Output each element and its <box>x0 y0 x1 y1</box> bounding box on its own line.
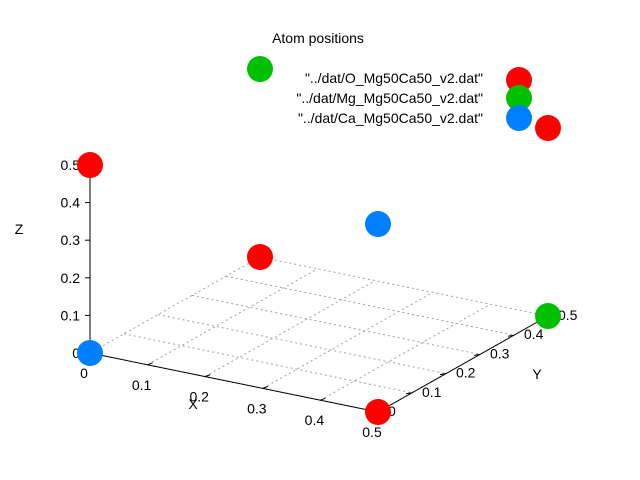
data-point-s0-0 <box>365 399 391 425</box>
z-tick-label-0: 0 <box>72 345 80 361</box>
tick-labels: 0 0.1 0.2 0.3 0.4 0.5 0 0.1 0.2 0.3 0.4 0.5 0 0.1 0.2 0… <box>61 157 578 440</box>
data-point-s0-1 <box>77 152 103 178</box>
y-tick-mark-1 <box>405 392 413 395</box>
z-tick-label-4: 0.4 <box>61 195 81 211</box>
data-point-s2-1 <box>365 211 391 237</box>
legend-marker-1 <box>506 85 532 111</box>
chart-title: Atom positions <box>272 30 364 46</box>
x-axis-line <box>89 352 379 413</box>
x-axis-label: X <box>188 396 198 412</box>
y-tick-mark-2 <box>439 373 447 376</box>
z-tick-label-2: 0.2 <box>61 270 81 286</box>
legend-entry-mg: "../dat/Mg_Mg50Ca50_v2.dat" <box>296 90 483 106</box>
data-point-s1-1 <box>247 56 273 82</box>
x-tick-label-1: 0.1 <box>132 377 152 393</box>
z-tick-label-3: 0.3 <box>61 232 81 248</box>
x-tick-label-2: 0.2 <box>189 389 209 405</box>
axis-layer <box>85 164 549 414</box>
y-tick-label-1: 0.1 <box>422 384 442 400</box>
y-tick-label-0: 0 <box>388 403 396 419</box>
y-tick-label-5: 0.5 <box>558 307 578 323</box>
y-axis-label: Y <box>532 366 542 382</box>
legend-marker-0 <box>506 67 532 93</box>
grid-line-y-3 <box>191 294 481 355</box>
data-point-s2-0 <box>77 340 103 366</box>
z-tick-label-1: 0.1 <box>61 307 81 323</box>
y-tick-mark-4 <box>507 334 515 337</box>
grid-line-y-1 <box>123 333 413 394</box>
grid-line-x-4 <box>320 303 491 401</box>
data-point-s1-0 <box>535 303 561 329</box>
grid-line-x-2 <box>204 280 376 378</box>
grid-line-y-4 <box>225 275 515 336</box>
data-points <box>77 56 561 425</box>
x-tick-mark-2 <box>205 374 211 378</box>
x-tick-mark-4 <box>320 397 326 401</box>
grid-line-x-0 <box>89 256 261 354</box>
y-axis-line <box>377 315 549 413</box>
grid-line-y-2 <box>157 314 447 375</box>
x-tick-mark-1 <box>147 362 153 366</box>
z-axis-label: Z <box>15 221 24 237</box>
y-tick-label-2: 0.2 <box>456 365 476 381</box>
legend: "../dat/O_Mg50Ca50_v2.dat" "../dat/Mg_Mg… <box>296 67 532 131</box>
x-tick-label-4: 0.4 <box>305 412 325 428</box>
grid-line-y-5 <box>259 256 549 317</box>
y-tick-label-4: 0.4 <box>524 326 544 342</box>
y-tick-mark-3 <box>473 353 481 356</box>
x-tick-label-3: 0.3 <box>247 400 267 416</box>
x-tick-mark-3 <box>262 385 268 389</box>
y-tick-label-3: 0.3 <box>490 345 510 361</box>
legend-marker-2 <box>506 105 532 131</box>
grid-layer <box>89 256 549 413</box>
grid-line-x-3 <box>262 291 434 389</box>
z-tick-label-5: 0.5 <box>61 157 81 173</box>
data-point-s0-3 <box>247 244 273 270</box>
legend-entry-o: "../dat/O_Mg50Ca50_v2.dat" <box>305 70 483 86</box>
grid-line-x-1 <box>147 268 318 366</box>
legend-entry-ca: "../dat/Ca_Mg50Ca50_v2.dat" <box>298 110 483 126</box>
data-point-s0-2 <box>535 115 561 141</box>
x-tick-label-0: 0 <box>80 365 88 381</box>
x-tick-label-5: 0.5 <box>362 424 382 440</box>
